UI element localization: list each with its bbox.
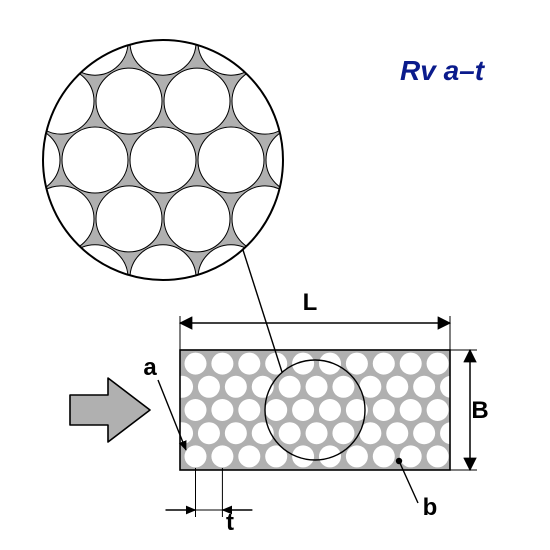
dim-b-label: b [423, 494, 438, 521]
dim-B-label: B [471, 397, 488, 424]
dim-t-label: t [226, 509, 234, 536]
title-text: Rv a–t [400, 55, 486, 86]
sheet [171, 350, 462, 470]
dim-L-label: L [303, 289, 318, 316]
direction-arrow [70, 378, 150, 442]
magnifier-view [0, 9, 366, 311]
dim-a-label: a [143, 354, 157, 381]
dim-b-dot [396, 458, 402, 464]
